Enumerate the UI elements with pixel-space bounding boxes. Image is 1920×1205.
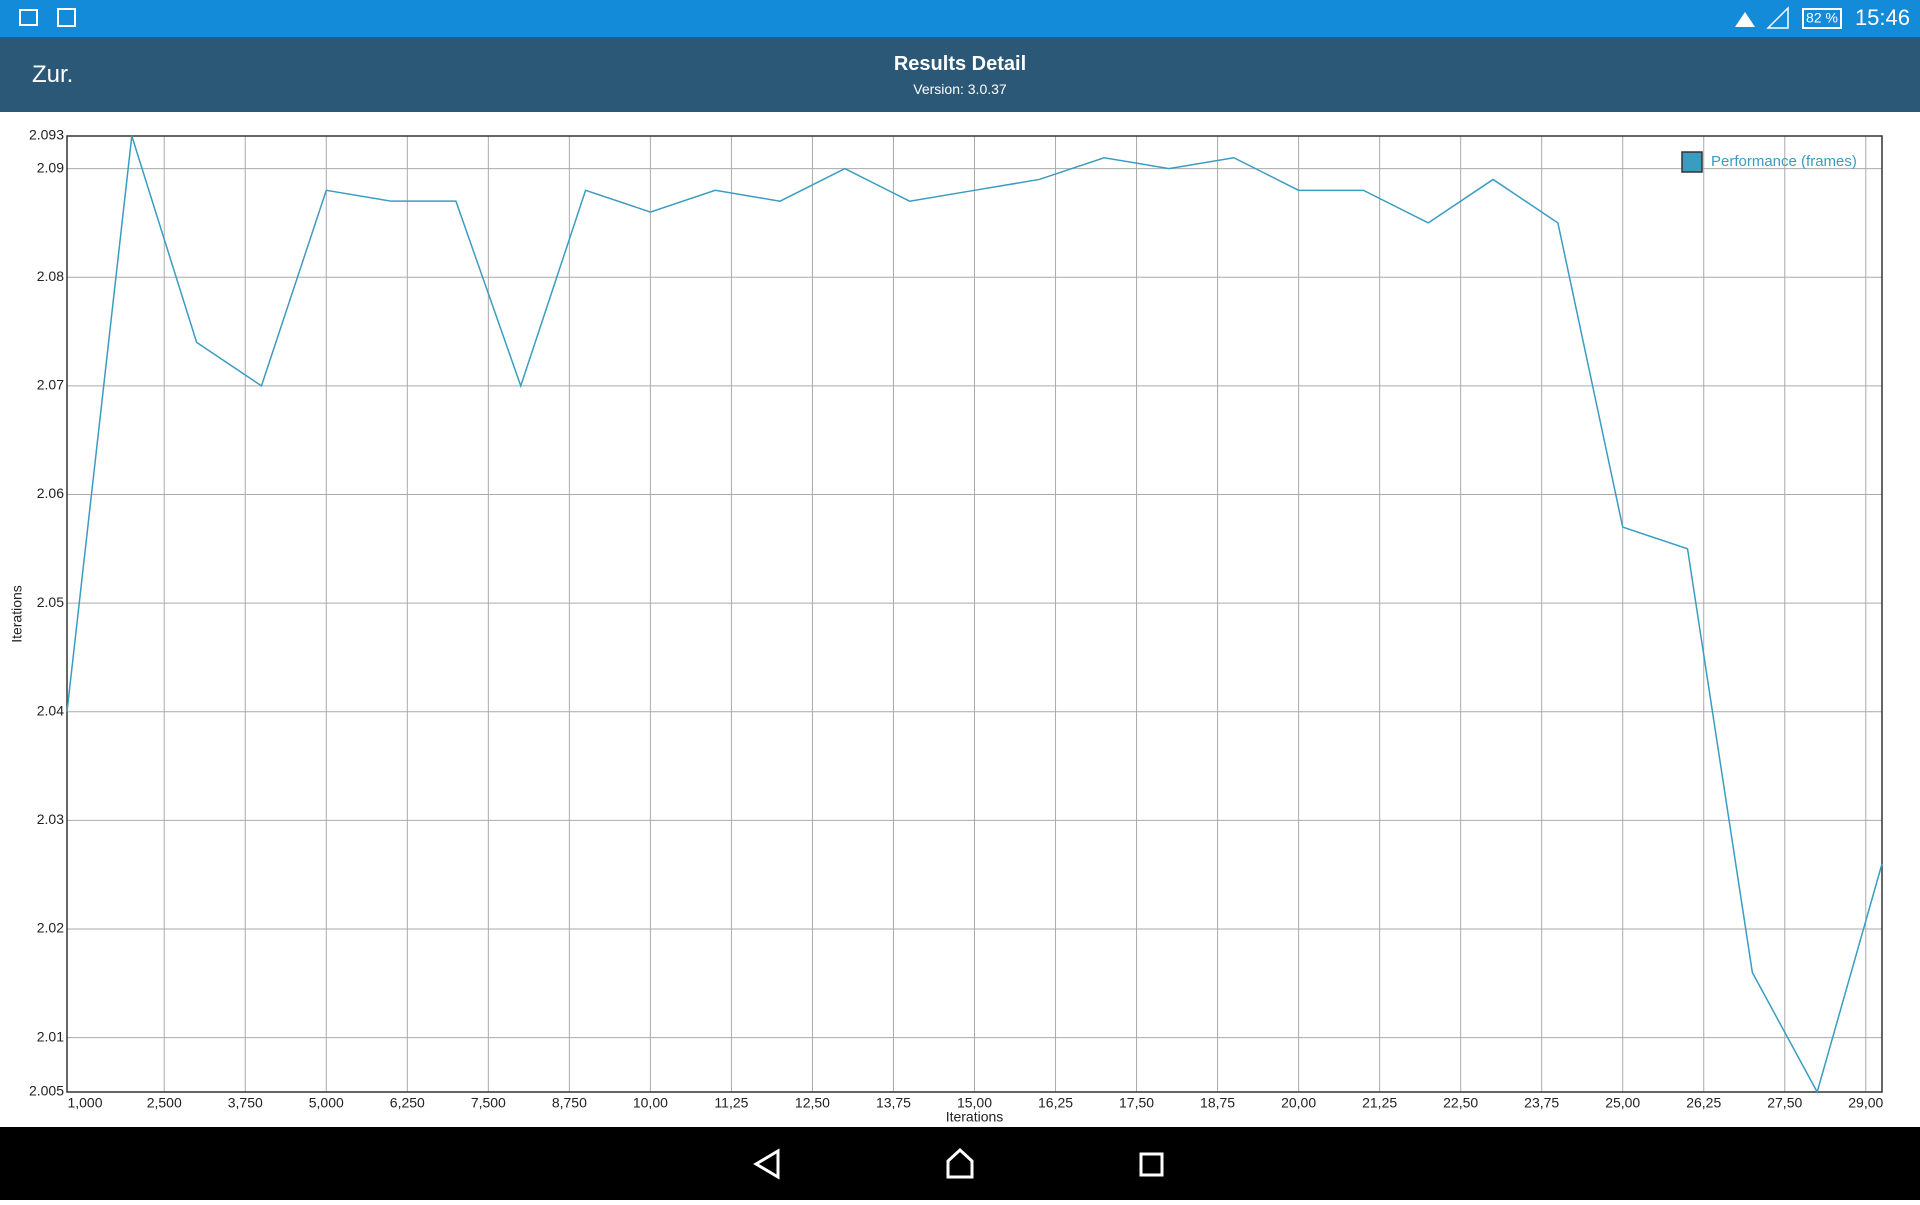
x-tick-label: 2,500 xyxy=(147,1095,182,1111)
x-tick-label: 21,25 xyxy=(1362,1095,1397,1111)
x-tick-label: 17,50 xyxy=(1119,1095,1154,1111)
x-tick-label: 8,750 xyxy=(552,1095,587,1111)
x-tick-label: 26,25 xyxy=(1686,1095,1721,1111)
x-tick-label: 3,750 xyxy=(228,1095,263,1111)
back-key[interactable] xyxy=(753,1148,780,1180)
x-tick-label: 11,25 xyxy=(714,1095,748,1111)
x-tick-label: 15,00 xyxy=(957,1095,992,1111)
x-tick-label: 1,000 xyxy=(67,1095,102,1111)
y-tick-label: 2.09 xyxy=(37,159,64,175)
y-tick-label: 2.08 xyxy=(37,268,64,284)
legend-label: Performance (frames) xyxy=(1711,153,1857,170)
nav-bar xyxy=(0,1127,1920,1200)
y-tick-label: 2.04 xyxy=(37,702,64,718)
x-tick-label: 27,50 xyxy=(1767,1095,1802,1111)
signal-icon xyxy=(1766,6,1789,29)
battery-icon xyxy=(1802,8,1842,29)
status-icons: 82 % 15:46 xyxy=(19,5,1910,30)
x-tick-label: 25,00 xyxy=(1605,1095,1640,1111)
x-axis-label: Iterations xyxy=(946,1109,1004,1125)
gallery-icon xyxy=(19,9,38,26)
y-axis-label: Iterations xyxy=(9,585,25,643)
x-tick-label: 23,75 xyxy=(1524,1095,1559,1111)
calendar-icon xyxy=(57,8,76,27)
y-tick-label: 2.093 xyxy=(29,127,64,143)
x-tick-label: 12,50 xyxy=(795,1095,830,1111)
title: Results Detail xyxy=(893,53,1027,75)
x-tick-label: 20,00 xyxy=(1281,1095,1316,1111)
x-tick-label: 29,00 xyxy=(1848,1095,1883,1111)
legend-swatch xyxy=(1681,151,1703,173)
y-tick-label: 2.07 xyxy=(37,377,64,393)
y-tick-label: 2.02 xyxy=(37,920,64,936)
y-tick-label: 2.05 xyxy=(37,594,64,610)
y-tick-label: 2.01 xyxy=(37,1028,64,1044)
x-tick-label: 7,500 xyxy=(471,1095,506,1111)
home-key[interactable] xyxy=(946,1147,974,1179)
y-tick-label: 2.06 xyxy=(37,485,64,501)
x-tick-label: 16,25 xyxy=(1038,1095,1073,1111)
battery-level: 82 % xyxy=(1806,10,1838,26)
data-line xyxy=(66,135,1883,1094)
y-tick-label: 2.03 xyxy=(37,811,64,827)
chart: 2.005 2.01 2.02 2.03 2.04 2.05 2.06 2.07 2.08 2.0… xyxy=(9,127,1884,1125)
clock: 15:46 xyxy=(1855,5,1910,30)
subtitle: Version: 3.0.37 xyxy=(913,81,1007,97)
wifi-icon xyxy=(1735,12,1755,27)
app-header: Zur. Results Detail Version: 3.0.37 xyxy=(0,37,1920,112)
x-tick-label: 13,75 xyxy=(876,1095,911,1111)
x-tick-label: 22,50 xyxy=(1443,1095,1478,1111)
x-tick-label: 10,00 xyxy=(633,1095,668,1111)
nav-icons xyxy=(753,1147,1164,1180)
x-tick-label: 18,75 xyxy=(1200,1095,1235,1111)
recent-key[interactable] xyxy=(1139,1152,1164,1177)
y-tick-label: 2.005 xyxy=(29,1083,64,1099)
x-tick-label: 5,000 xyxy=(309,1095,344,1111)
back-button[interactable]: Zur. xyxy=(32,61,74,88)
x-tick-label: 6,250 xyxy=(390,1095,425,1111)
plot-frame xyxy=(66,135,1883,1093)
status-bar: 82 % 15:46 xyxy=(0,0,1920,37)
